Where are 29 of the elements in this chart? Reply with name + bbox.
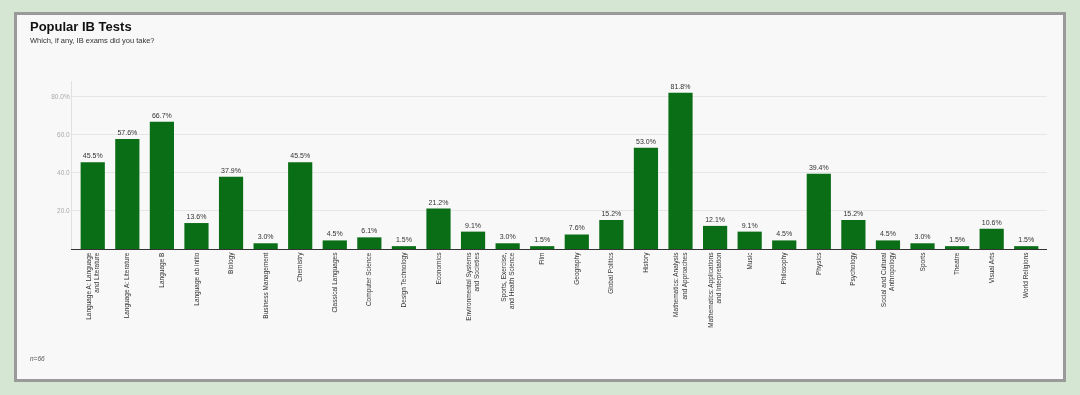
chart-title: Popular IB Tests <box>30 19 132 34</box>
bar <box>564 234 589 249</box>
bar <box>633 147 659 249</box>
bar <box>288 162 313 249</box>
bar <box>737 231 762 249</box>
bar <box>322 240 347 249</box>
bar <box>945 246 970 249</box>
bar <box>391 246 417 249</box>
bar <box>495 243 520 249</box>
bar <box>702 225 728 249</box>
bar <box>357 237 382 249</box>
bar <box>979 228 1004 249</box>
bar <box>841 219 866 249</box>
bar <box>460 231 486 249</box>
bar <box>115 139 140 249</box>
bar <box>426 208 451 249</box>
bar <box>149 121 174 249</box>
bar <box>80 162 105 249</box>
bar <box>772 240 797 249</box>
bar <box>253 243 278 249</box>
bar <box>218 176 244 249</box>
bar <box>668 92 693 249</box>
bar <box>875 240 901 249</box>
bar <box>910 243 935 249</box>
bar <box>184 223 209 249</box>
bar <box>599 219 624 249</box>
bar <box>1014 246 1039 249</box>
bar <box>806 173 831 249</box>
bar <box>530 246 555 249</box>
